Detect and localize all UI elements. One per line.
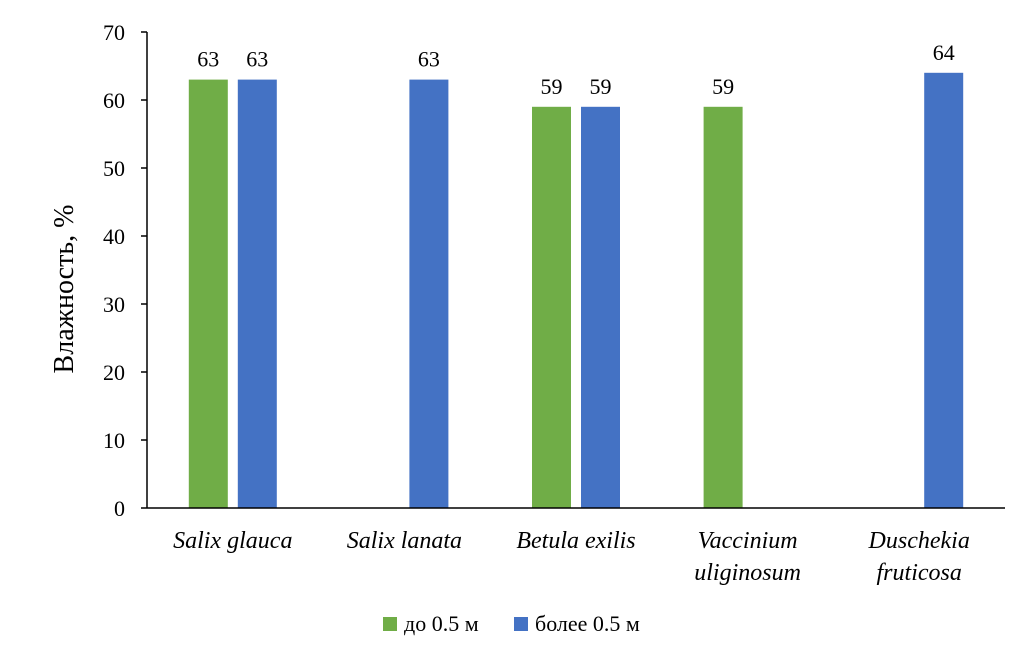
bar — [532, 106, 571, 509]
x-category-label: Salix glauca — [173, 528, 292, 554]
legend-label: до 0.5 м — [404, 611, 479, 636]
data-label: 63 — [197, 47, 219, 72]
x-category-label: Duschekia — [868, 528, 970, 554]
data-label: 63 — [418, 47, 440, 72]
data-labels: 63 59 59 63 63 59 64 — [197, 40, 954, 99]
x-category-label: uliginosum — [694, 560, 801, 586]
y-tick-label: 20 — [103, 360, 125, 385]
x-category-label: fruticosa — [877, 560, 962, 586]
data-label: 59 — [541, 74, 563, 99]
y-tick-label: 70 — [103, 20, 125, 45]
x-category-label: Salix lanata — [347, 528, 462, 554]
legend: до 0.5 м более 0.5 м — [383, 611, 640, 636]
bar — [409, 79, 449, 508]
legend-swatch — [383, 617, 397, 631]
y-tick-label: 50 — [103, 156, 125, 181]
y-axis-title: Влажность, % — [49, 205, 80, 374]
bar — [581, 106, 620, 509]
y-tick-label: 0 — [114, 496, 125, 521]
legend-swatch — [514, 617, 528, 631]
bar — [188, 79, 228, 508]
x-category-label: Betula exilis — [516, 528, 635, 554]
x-axis-categories: Salix glauca Salix lanata Betula exilis Vac… — [173, 528, 970, 586]
bar — [924, 72, 964, 509]
y-axis-ticks: 0 10 20 30 40 50 60 70 — [103, 20, 147, 521]
bars — [188, 72, 964, 509]
x-category-label: Vaccinium — [698, 528, 798, 554]
y-tick-label: 30 — [103, 292, 125, 317]
data-label: 63 — [246, 47, 268, 72]
data-label: 59 — [712, 74, 734, 99]
bar — [703, 106, 743, 509]
bar — [237, 79, 277, 508]
data-label: 64 — [933, 40, 955, 65]
y-tick-label: 60 — [103, 88, 125, 113]
y-tick-label: 10 — [103, 428, 125, 453]
data-label: 59 — [590, 74, 612, 99]
y-tick-label: 40 — [103, 224, 125, 249]
legend-label: более 0.5 м — [535, 611, 640, 636]
